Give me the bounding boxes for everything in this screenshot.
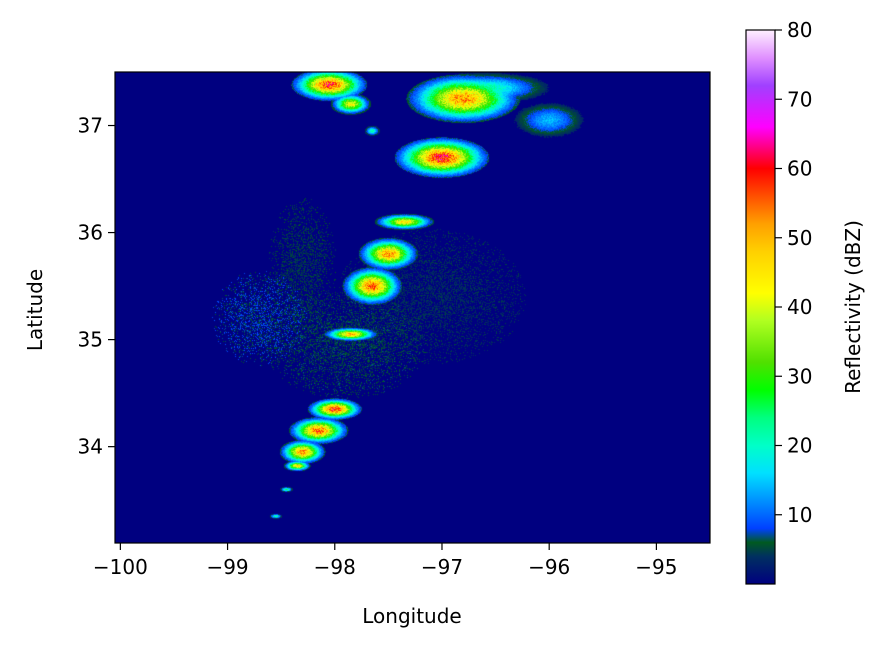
colorbar-tick-label: 80 <box>787 18 812 42</box>
x-axis-ticks: −100 −99 −98 −97 −96 −95 <box>93 543 678 579</box>
x-tick-label: −100 <box>93 555 148 579</box>
plot-frame <box>114 71 711 544</box>
x-tick-label: −97 <box>421 555 463 579</box>
colorbar-tick-label: 40 <box>787 295 812 319</box>
colorbar-gradient <box>745 29 776 585</box>
colorbar: 10 20 30 40 50 60 70 80 Reflectivity (dBZ) <box>745 18 865 585</box>
colorbar-tick-label: 10 <box>787 503 812 527</box>
colorbar-tick-label: 60 <box>787 157 812 181</box>
colorbar-tick-label: 30 <box>787 364 812 388</box>
x-axis-label: Longitude <box>362 604 461 628</box>
x-tick-label: −98 <box>314 555 356 579</box>
y-axis-label: Latitude <box>23 269 47 351</box>
x-tick-label: −96 <box>528 555 570 579</box>
y-tick-label: 35 <box>78 328 103 352</box>
plot-area <box>114 71 711 544</box>
y-axis-ticks: 34 35 36 37 <box>78 114 115 459</box>
colorbar-ticks: 10 20 30 40 50 60 70 80 <box>775 18 812 527</box>
x-tick-label: −99 <box>206 555 248 579</box>
y-tick-label: 37 <box>78 114 103 138</box>
colorbar-tick-label: 20 <box>787 434 812 458</box>
colorbar-label: Reflectivity (dBZ) <box>841 220 865 394</box>
colorbar-tick-label: 70 <box>787 87 812 111</box>
colorbar-tick-label: 50 <box>787 226 812 250</box>
y-tick-label: 36 <box>78 221 103 245</box>
y-tick-label: 34 <box>78 435 103 459</box>
x-tick-label: −95 <box>635 555 677 579</box>
reflectivity-heatmap <box>115 72 710 543</box>
